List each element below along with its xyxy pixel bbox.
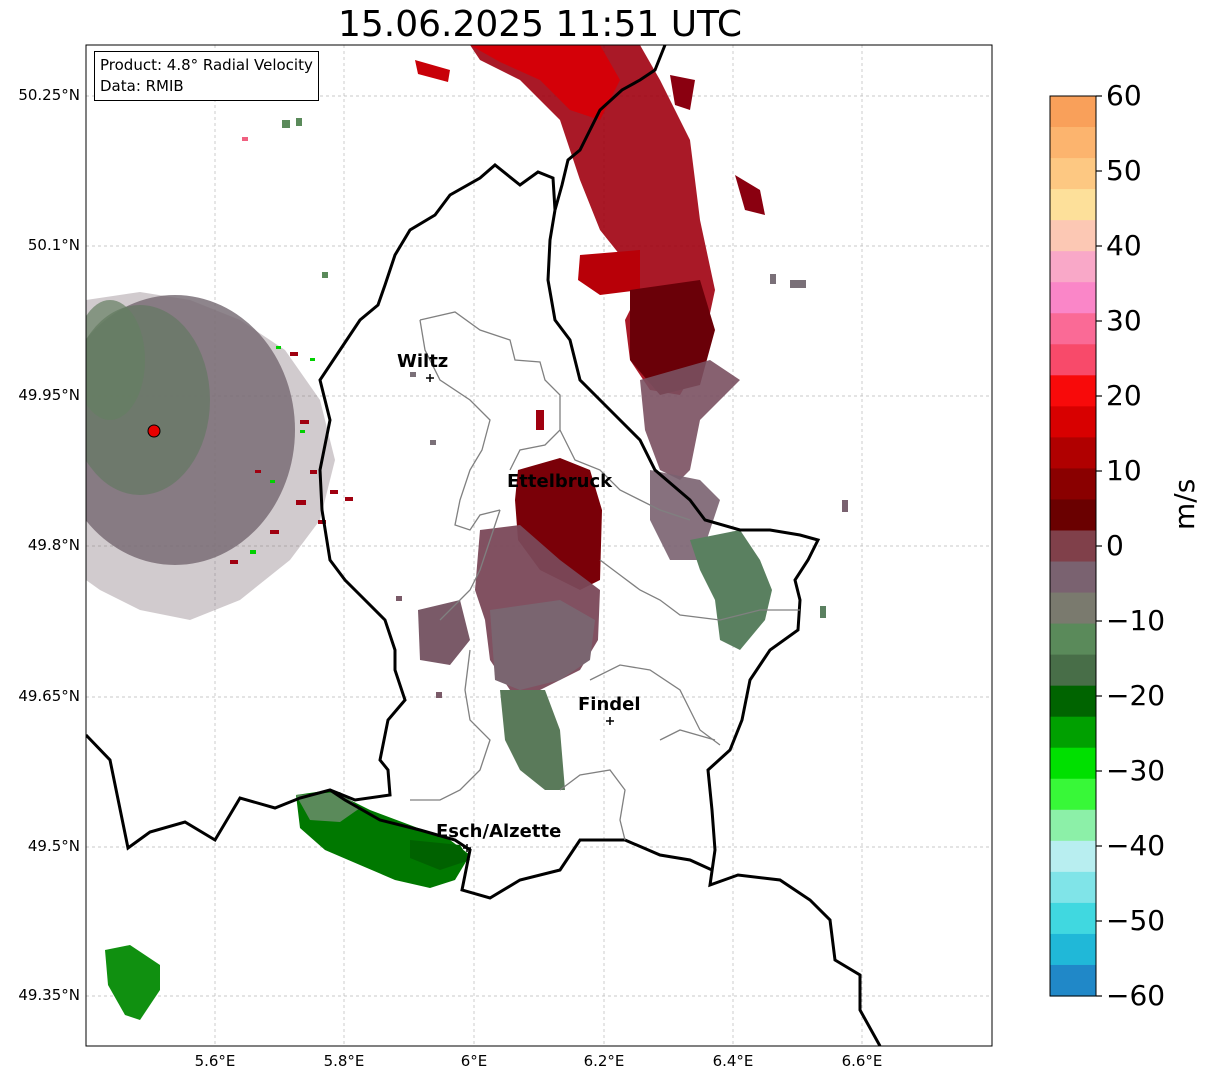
colorbar-swatch (1050, 375, 1096, 407)
colorbar-swatch (1050, 840, 1096, 873)
city-markers (426, 374, 614, 852)
colorbar-tick-label: 60 (1106, 79, 1142, 112)
colorbar-swatch (1050, 685, 1096, 718)
colorbar-tick-label: −30 (1106, 754, 1166, 787)
colorbar-tick-label: 30 (1106, 304, 1142, 337)
colorbar-swatch (1050, 623, 1096, 656)
radar-echo-west-disc (86, 292, 335, 620)
colorbar-ticks (1096, 95, 1102, 997)
city-label-wiltz: Wiltz (397, 351, 449, 372)
lat-tick: 49.65°N (18, 687, 80, 705)
colorbar-swatch (1050, 964, 1096, 997)
lon-tick: 6.2°E (583, 1052, 625, 1070)
colorbar-tick-label: −10 (1106, 604, 1166, 637)
colorbar-swatch (1050, 654, 1096, 687)
colorbar-swatch (1050, 127, 1096, 159)
colorbar-swatch (1050, 220, 1096, 252)
lon-tick: 6°E (460, 1052, 488, 1070)
radar-echo-scatter (242, 118, 806, 698)
colorbar-swatch (1050, 902, 1096, 935)
colorbar-tick-label: 0 (1106, 529, 1124, 562)
city-label-esch-alzette: Esch/Alzette (436, 821, 562, 842)
colorbar-swatch (1050, 871, 1096, 904)
colorbar-swatch (1050, 592, 1096, 625)
radar-echo-east-green (690, 500, 848, 650)
radar-echo-west-speckles (230, 352, 353, 564)
lat-tick: 49.35°N (18, 986, 80, 1004)
lat-tick: 50.1°N (27, 236, 80, 254)
lat-tick: 49.5°N (27, 837, 80, 855)
colorbar-swatch (1050, 747, 1096, 780)
radar-echo-west-green-speckles (250, 346, 315, 554)
lat-tick: 49.8°N (27, 536, 80, 554)
colorbar (1050, 96, 1096, 997)
colorbar-swatch (1050, 716, 1096, 749)
product-label: Product: 4.8° Radial Velocity (100, 56, 313, 74)
colorbar-tick-label: 50 (1106, 154, 1142, 187)
radar-echo-central-cell (418, 410, 602, 790)
colorbar-swatch (1050, 437, 1096, 470)
colorbar-swatch (1050, 530, 1096, 563)
colorbar-swatch (1050, 344, 1096, 376)
colorbar-swatch (1050, 933, 1096, 966)
lon-tick: 6.6°E (841, 1052, 883, 1070)
city-label-ettelbruck: Ettelbruck (507, 471, 613, 492)
colorbar-swatch (1050, 189, 1096, 221)
lat-tick: 49.95°N (18, 386, 80, 404)
radar-echo-south-green (105, 790, 470, 1020)
lon-tick: 6.4°E (712, 1052, 754, 1070)
colorbar-swatch (1050, 282, 1096, 314)
colorbar-unit-label: m/s (1168, 478, 1201, 530)
colorbar-tick-label: −50 (1106, 904, 1166, 937)
colorbar-swatch (1050, 313, 1096, 345)
radar-echo-north-band (415, 45, 765, 560)
district-borders (410, 311, 800, 841)
colorbar-swatch (1050, 96, 1096, 128)
lon-tick: 5.8°E (323, 1052, 365, 1070)
colorbar-tick-label: −60 (1106, 979, 1166, 1012)
colorbar-swatch (1050, 499, 1096, 532)
colorbar-frame (1049, 95, 1097, 997)
plot-frame (85, 44, 993, 1047)
colorbar-swatch (1050, 468, 1096, 501)
colorbar-tick-label: 20 (1106, 379, 1142, 412)
colorbar-tick-label: 40 (1106, 229, 1142, 262)
lat-tick: 50.25°N (18, 86, 80, 104)
country-borders (86, 45, 882, 1046)
map-title: 15.06.2025 11:51 UTC (337, 4, 743, 45)
colorbar-tick-label: 10 (1106, 454, 1142, 487)
lon-tick: 5.6°E (194, 1052, 236, 1070)
colorbar-swatch (1050, 406, 1096, 438)
colorbar-tick-label: −40 (1106, 829, 1166, 862)
colorbar-swatch (1050, 251, 1096, 283)
colorbar-swatch (1050, 561, 1096, 594)
info-box: Product: 4.8° Radial Velocity Data: RMIB (94, 51, 319, 101)
data-source-label: Data: RMIB (100, 77, 184, 95)
colorbar-tick-label: −20 (1106, 679, 1166, 712)
colorbar-swatch (1050, 809, 1096, 842)
colorbar-swatch (1050, 158, 1096, 190)
city-label-findel: Findel (578, 694, 641, 715)
radar-site-marker (147, 424, 161, 438)
colorbar-swatch (1050, 778, 1096, 811)
